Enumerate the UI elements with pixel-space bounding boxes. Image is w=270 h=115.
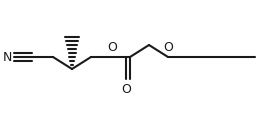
Text: O: O xyxy=(107,41,117,54)
Text: O: O xyxy=(121,83,131,96)
Text: O: O xyxy=(163,41,173,54)
Text: N: N xyxy=(3,51,12,64)
